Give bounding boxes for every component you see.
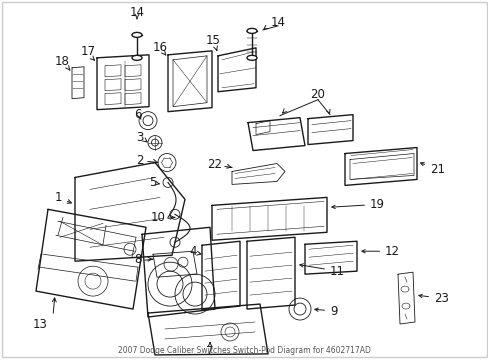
Text: 4: 4 xyxy=(189,245,196,258)
Text: 19: 19 xyxy=(331,198,384,211)
Text: 13: 13 xyxy=(33,319,47,332)
Text: 11: 11 xyxy=(299,264,345,278)
Text: 5: 5 xyxy=(149,176,156,189)
Ellipse shape xyxy=(132,55,142,60)
Text: 1: 1 xyxy=(54,191,61,204)
Ellipse shape xyxy=(246,55,257,60)
Text: 22: 22 xyxy=(207,158,222,171)
Text: 16: 16 xyxy=(152,41,167,54)
Text: 12: 12 xyxy=(361,245,399,258)
Text: 14: 14 xyxy=(270,17,285,30)
Text: 10: 10 xyxy=(150,211,165,224)
Text: 8: 8 xyxy=(134,253,142,266)
Text: 20: 20 xyxy=(310,88,325,101)
Text: 9: 9 xyxy=(314,305,337,318)
Text: 2007 Dodge Caliber Switches Switch-Pod Diagram for 4602717AD: 2007 Dodge Caliber Switches Switch-Pod D… xyxy=(117,346,370,355)
Text: 14: 14 xyxy=(129,6,144,19)
Text: 3: 3 xyxy=(136,131,143,144)
Text: 17: 17 xyxy=(81,45,95,58)
Text: 18: 18 xyxy=(55,55,69,68)
Text: 21: 21 xyxy=(420,163,444,176)
Ellipse shape xyxy=(246,28,257,33)
Text: 6: 6 xyxy=(134,108,142,121)
Text: 2: 2 xyxy=(136,154,143,167)
Text: 15: 15 xyxy=(205,34,220,48)
Ellipse shape xyxy=(132,32,142,37)
Text: 7: 7 xyxy=(206,345,213,359)
Text: 23: 23 xyxy=(418,292,448,305)
